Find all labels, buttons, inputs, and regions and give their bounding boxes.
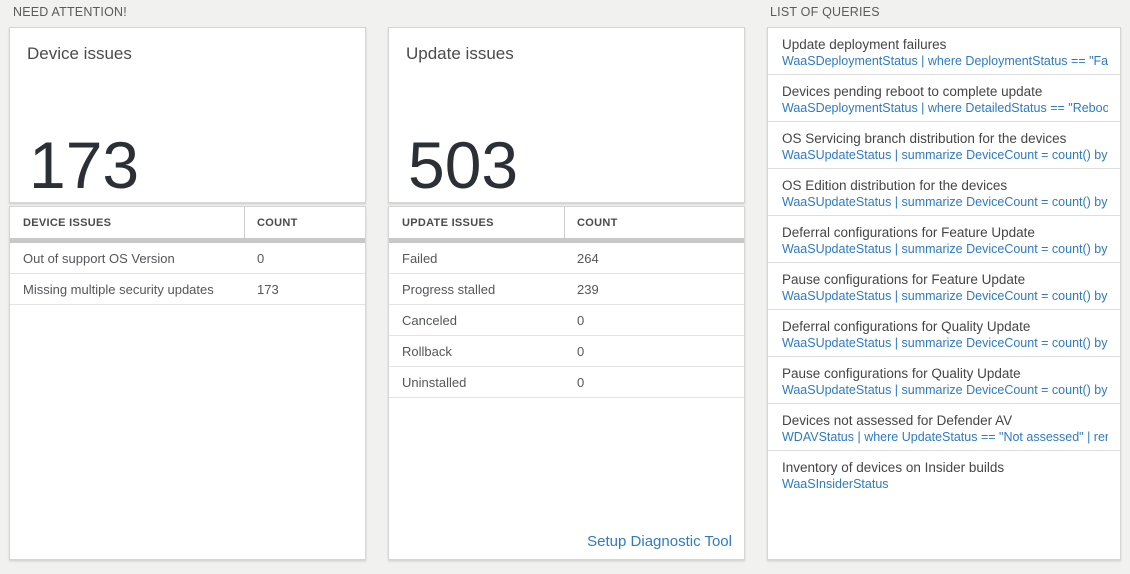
row-count: 239 [577, 281, 599, 297]
table-row[interactable]: Out of support OS Version 0 [10, 243, 365, 274]
update-table-header-issue: UPDATE ISSUES [389, 207, 565, 238]
table-row[interactable]: Missing multiple security updates 173 [10, 274, 365, 305]
update-issues-title: Update issues [406, 44, 514, 63]
row-label: Uninstalled [402, 374, 467, 390]
row-label: Canceled [402, 312, 457, 328]
device-table-header-count: COUNT [257, 216, 298, 229]
table-row[interactable]: Progress stalled 239 [389, 274, 744, 305]
query-text[interactable]: WaaSUpdateStatus | summarize DeviceCount… [782, 148, 1108, 162]
update-issues-tile[interactable]: Update issues 503 [388, 27, 745, 203]
horizontal-scrollbar[interactable] [10, 238, 365, 243]
table-row[interactable]: Failed 264 [389, 243, 744, 274]
device-issues-table: DEVICE ISSUES COUNT Out of support OS Ve… [9, 206, 366, 560]
query-text[interactable]: WaaSUpdateStatus | summarize DeviceCount… [782, 289, 1108, 303]
query-text[interactable]: WaaSDeploymentStatus | where DetailedSta… [782, 101, 1108, 115]
query-text[interactable]: WDAVStatus | where UpdateStatus == "Not … [782, 430, 1108, 444]
query-text[interactable]: WaaSUpdateStatus | summarize DeviceCount… [782, 242, 1108, 256]
row-count: 0 [577, 312, 585, 328]
query-item[interactable]: Update deployment failures WaaSDeploymen… [768, 28, 1120, 75]
update-table-header-count: COUNT [577, 216, 618, 229]
query-text[interactable]: WaaSUpdateStatus | summarize DeviceCount… [782, 336, 1108, 350]
query-title: Pause configurations for Quality Update [782, 366, 1021, 381]
query-title: Deferral configurations for Feature Upda… [782, 225, 1035, 240]
row-count: 0 [577, 343, 585, 359]
query-text[interactable]: WaaSUpdateStatus | summarize DeviceCount… [782, 383, 1108, 397]
query-title: OS Servicing branch distribution for the… [782, 131, 1067, 146]
query-title: Pause configurations for Feature Update [782, 272, 1026, 287]
device-issues-count: 173 [29, 128, 140, 202]
query-item[interactable]: OS Edition distribution for the devices … [768, 169, 1120, 216]
list-of-queries-header: LIST OF QUERIES [770, 5, 880, 19]
row-label: Missing multiple security updates [23, 281, 214, 297]
query-title: OS Edition distribution for the devices [782, 178, 1008, 193]
query-item[interactable]: Devices not assessed for Defender AV WDA… [768, 404, 1120, 451]
row-label: Rollback [402, 343, 452, 359]
query-title: Devices pending reboot to complete updat… [782, 84, 1043, 99]
device-table-header-issue: DEVICE ISSUES [10, 207, 245, 238]
query-item[interactable]: Deferral configurations for Quality Upda… [768, 310, 1120, 357]
query-title: Update deployment failures [782, 37, 947, 52]
query-item[interactable]: Deferral configurations for Feature Upda… [768, 216, 1120, 263]
query-item[interactable]: Pause configurations for Quality Update … [768, 357, 1120, 404]
device-issues-title: Device issues [27, 44, 132, 63]
row-count: 264 [577, 250, 599, 266]
row-count: 0 [257, 250, 265, 266]
update-issues-table: UPDATE ISSUES COUNT Failed 264 Progress … [388, 206, 745, 560]
query-item[interactable]: OS Servicing branch distribution for the… [768, 122, 1120, 169]
table-row[interactable]: Rollback 0 [389, 336, 744, 367]
update-table-header: UPDATE ISSUES COUNT [389, 207, 744, 238]
row-count: 173 [257, 281, 279, 297]
setup-diagnostic-tool-link[interactable]: Setup Diagnostic Tool [587, 533, 732, 550]
query-title: Deferral configurations for Quality Upda… [782, 319, 1031, 334]
query-text[interactable]: WaaSDeploymentStatus | where DeploymentS… [782, 54, 1108, 68]
row-label: Progress stalled [402, 281, 496, 297]
query-text[interactable]: WaaSInsiderStatus [782, 477, 889, 491]
table-row[interactable]: Uninstalled 0 [389, 367, 744, 398]
update-issues-count: 503 [408, 128, 519, 202]
query-item[interactable]: Inventory of devices on Insider builds W… [768, 451, 1120, 498]
horizontal-scrollbar[interactable] [389, 238, 744, 243]
row-label: Out of support OS Version [23, 250, 175, 266]
device-issues-tile[interactable]: Device issues 173 [9, 27, 366, 203]
query-title: Devices not assessed for Defender AV [782, 413, 1013, 428]
need-attention-header: NEED ATTENTION! [13, 5, 127, 19]
query-item[interactable]: Devices pending reboot to complete updat… [768, 75, 1120, 122]
query-text[interactable]: WaaSUpdateStatus | summarize DeviceCount… [782, 195, 1108, 209]
row-label: Failed [402, 250, 438, 266]
device-table-header: DEVICE ISSUES COUNT [10, 207, 365, 238]
query-title: Inventory of devices on Insider builds [782, 460, 1005, 475]
query-item[interactable]: Pause configurations for Feature Update … [768, 263, 1120, 310]
list-of-queries-card: Update deployment failures WaaSDeploymen… [767, 27, 1121, 560]
row-count: 0 [577, 374, 585, 390]
table-row[interactable]: Canceled 0 [389, 305, 744, 336]
